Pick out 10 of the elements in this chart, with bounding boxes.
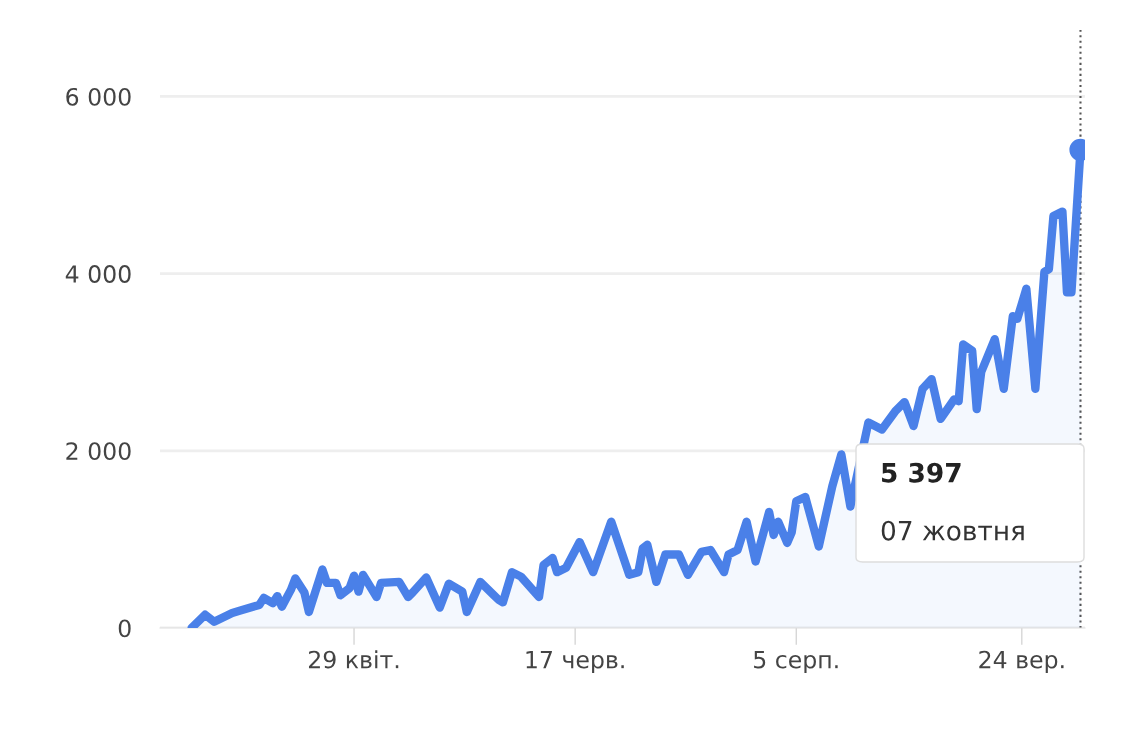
y-tick-label: 6 000 bbox=[66, 87, 131, 106]
y-tick-label: 2 000 bbox=[66, 442, 131, 461]
x-tick-label: 24 вер. bbox=[979, 650, 1064, 674]
annotation: 07 жовтня bbox=[881, 520, 1024, 541]
y-tick-label: 4 000 bbox=[65, 265, 131, 283]
x-tick-label: 29 квіт. bbox=[308, 650, 399, 669]
x-tick-label: 5 серп. bbox=[754, 650, 838, 674]
x-tick-label: 17 черв. bbox=[526, 650, 624, 674]
y-tick-label: 0 bbox=[118, 619, 131, 638]
annotation: 5 397 bbox=[882, 462, 961, 483]
